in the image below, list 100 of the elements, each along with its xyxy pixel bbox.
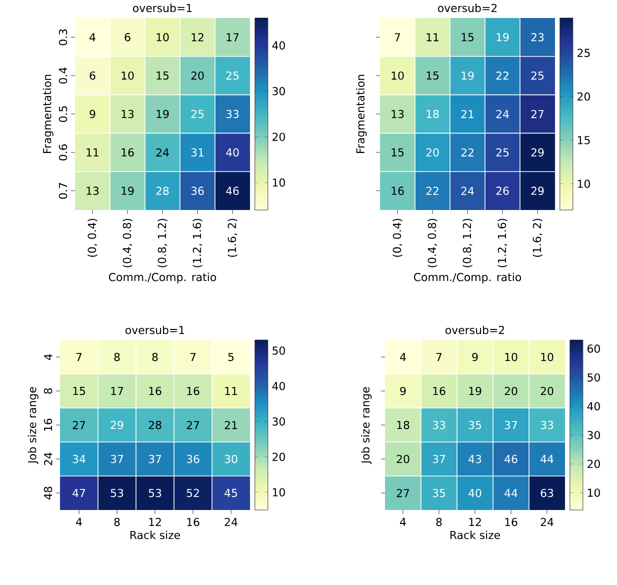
data-label: 40 — [226, 148, 239, 157]
data-label: 53 — [148, 488, 162, 498]
data-label: 7 — [394, 33, 400, 42]
chart-title: oversub=1 — [126, 326, 184, 334]
x-tick-label: 12 — [469, 518, 481, 526]
data-label: 27 — [186, 420, 200, 430]
data-label: 24 — [156, 148, 169, 156]
x-tick-label: (0, 0.4) — [392, 218, 402, 257]
data-label: 10 — [505, 352, 518, 362]
color-bar-label: 10 — [588, 488, 600, 497]
y-tick-label: 24 — [44, 452, 52, 466]
data-label: 30 — [224, 454, 238, 464]
x-tick-label: (0.8, 1.2) — [462, 218, 472, 268]
data-label: 7 — [436, 353, 442, 361]
data-label: 15 — [156, 72, 169, 80]
data-label: 4 — [90, 33, 96, 42]
data-label: 36 — [191, 186, 204, 195]
data-label: 22 — [496, 72, 508, 80]
y-axis-title: Fragmentation — [356, 74, 367, 153]
data-label: 18 — [397, 420, 410, 430]
data-label: 27 — [72, 420, 86, 430]
chart-title: oversub=1 — [133, 4, 192, 12]
chart-title: oversub=2 — [446, 326, 504, 334]
data-label: 13 — [86, 186, 99, 195]
data-label: 15 — [392, 148, 404, 156]
x-axis-title: Comm./Comp. ratio — [108, 272, 216, 284]
data-label: 23 — [531, 33, 544, 42]
data-label: 18 — [426, 110, 439, 118]
color-bar-label: 60 — [588, 344, 600, 353]
data-label: 25 — [226, 71, 239, 80]
data-label: 10 — [392, 71, 404, 80]
data-label: 34 — [72, 454, 86, 464]
data-label: 11 — [225, 387, 237, 395]
x-tick-label: (0, 0.4) — [88, 218, 98, 257]
x-tick-label: (0.8, 1.2) — [158, 218, 168, 268]
data-label: 9 — [400, 386, 406, 396]
data-label: 9 — [472, 352, 478, 362]
data-label: 37 — [148, 454, 162, 464]
y-tick-label: 8 — [44, 388, 52, 394]
x-tick-label: 16 — [505, 518, 518, 526]
data-label: 24 — [496, 110, 509, 118]
color-bar-label: 10 — [272, 178, 285, 187]
x-axis-title: Rack size — [130, 530, 180, 540]
data-label: 11 — [426, 33, 438, 42]
data-label: 44 — [504, 489, 518, 497]
data-label: 15 — [73, 386, 86, 396]
data-label: 28 — [156, 186, 169, 195]
x-tick-label: 12 — [149, 518, 161, 526]
data-label: 46 — [226, 186, 239, 195]
data-label: 52 — [186, 488, 199, 498]
data-label: 19 — [462, 71, 474, 80]
data-label: 22 — [426, 186, 438, 195]
color-bar-label: 50 — [272, 346, 285, 355]
y-tick-label: 0.3 — [58, 29, 68, 46]
x-tick-label: 8 — [114, 518, 120, 526]
data-label: 43 — [468, 454, 482, 464]
data-label: 19 — [496, 33, 509, 42]
data-label: 29 — [531, 186, 544, 195]
data-label: 13 — [392, 110, 404, 118]
data-label: 25 — [496, 148, 509, 157]
data-label: 20 — [426, 148, 439, 157]
data-label: 8 — [152, 352, 158, 362]
data-label: 35 — [432, 488, 446, 498]
data-label: 19 — [156, 110, 169, 118]
data-label: 21 — [461, 110, 474, 118]
data-label: 47 — [72, 489, 86, 497]
data-label: 19 — [122, 186, 134, 195]
x-tick-label: 4 — [76, 518, 82, 526]
data-label: 63 — [540, 488, 554, 498]
y-tick-label: 16 — [44, 418, 52, 431]
x-tick-label: (1.2, 1.6) — [498, 218, 508, 268]
data-label: 28 — [148, 420, 162, 430]
data-label: 17 — [226, 33, 239, 42]
data-label: 46 — [504, 454, 518, 464]
data-label: 16 — [149, 386, 162, 396]
data-label: 13 — [122, 110, 134, 118]
data-label: 11 — [86, 148, 98, 156]
data-label: 16 — [433, 386, 446, 396]
data-label: 5 — [228, 352, 234, 362]
data-label: 44 — [540, 455, 554, 463]
data-label: 20 — [540, 386, 554, 396]
data-label: 25 — [531, 71, 544, 80]
y-tick-label: 4 — [44, 354, 52, 360]
data-label: 27 — [531, 110, 544, 118]
data-label: 7 — [76, 353, 82, 361]
data-label: 22 — [461, 148, 474, 156]
color-bar-label: 40 — [272, 41, 285, 50]
x-tick-label: 16 — [187, 518, 200, 526]
color-bar-label: 30 — [272, 417, 285, 426]
data-label: 26 — [496, 186, 509, 195]
y-axis-title: Job size range — [361, 387, 372, 464]
color-bar-label: 20 — [272, 132, 285, 141]
color-bar-label: 25 — [578, 48, 590, 58]
data-label: 29 — [531, 148, 544, 157]
color-bar-label: 15 — [578, 136, 590, 144]
color-bar-label: 20 — [578, 92, 590, 101]
x-tick-label: (1.2, 1.6) — [192, 218, 202, 268]
data-label: 33 — [432, 420, 446, 430]
data-label: 33 — [226, 110, 239, 118]
color-bar-label: 10 — [272, 488, 285, 496]
